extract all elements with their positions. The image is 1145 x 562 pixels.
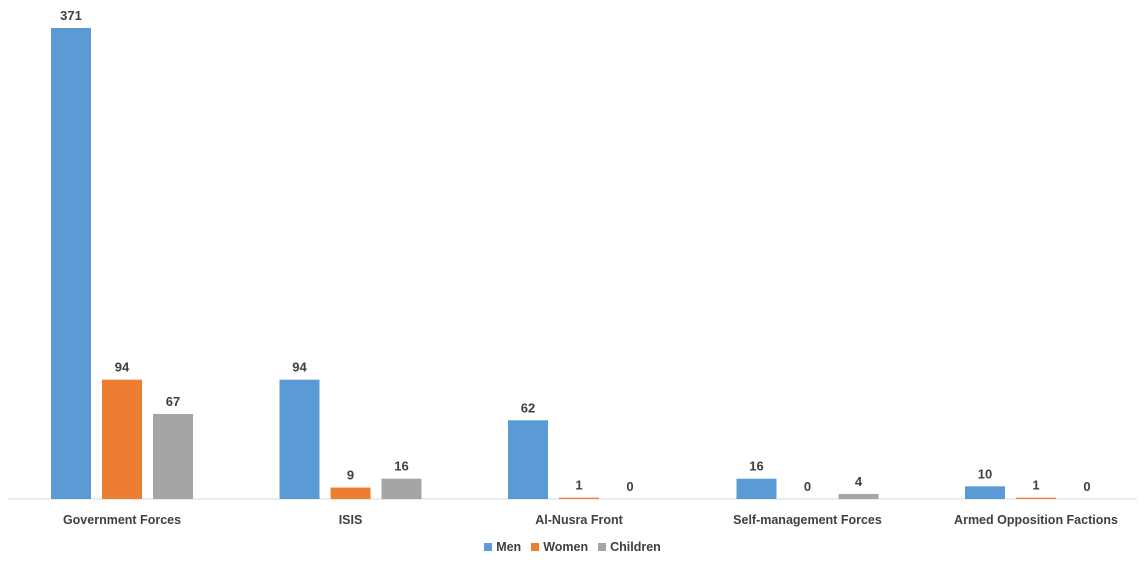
category-label-1: ISIS xyxy=(339,513,363,527)
category-labels-group: Government Forces ISIS Al-Nusra Front Self-… xyxy=(63,513,1118,527)
category-label-4: Armed Opposition Factions xyxy=(954,513,1118,527)
bar-women-0 xyxy=(102,379,142,499)
data-label-women-4: 1 xyxy=(1032,478,1039,493)
category-label-3: Self-management Forces xyxy=(733,513,882,527)
data-label-men-0: 371 xyxy=(60,8,82,23)
bar-children-3 xyxy=(838,493,879,499)
bars-group xyxy=(51,28,1056,499)
data-label-children-2: 0 xyxy=(626,479,633,494)
legend: Men Women Children xyxy=(0,540,1145,554)
bar-men-1 xyxy=(279,379,320,499)
bar-men-4 xyxy=(965,486,1005,499)
legend-swatch-women xyxy=(531,543,540,551)
legend-label-men: Men xyxy=(496,540,522,554)
category-label-2: Al-Nusra Front xyxy=(535,513,623,527)
bar-children-1 xyxy=(381,478,422,499)
bar-men-0 xyxy=(51,28,91,499)
data-label-men-3: 16 xyxy=(749,459,763,474)
data-label-women-0: 94 xyxy=(115,360,130,375)
legend-swatch-children xyxy=(598,543,607,551)
legend-label-women: Women xyxy=(543,540,589,554)
category-label-0: Government Forces xyxy=(63,513,181,527)
bar-men-2 xyxy=(508,420,548,499)
data-label-men-4: 10 xyxy=(978,466,992,481)
data-label-children-4: 0 xyxy=(1083,479,1090,494)
data-label-men-2: 62 xyxy=(521,400,535,415)
legend-swatch-men xyxy=(484,543,493,551)
legend-item-men: Men xyxy=(484,540,521,554)
data-label-women-3: 0 xyxy=(804,479,811,494)
legend-item-children: Children xyxy=(598,540,661,554)
legend-item-women: Women xyxy=(531,540,588,554)
legend-label-children: Children xyxy=(610,540,661,554)
bar-women-2 xyxy=(559,497,599,499)
data-label-children-3: 4 xyxy=(855,474,863,489)
data-label-children-1: 16 xyxy=(394,459,408,474)
bar-children-0 xyxy=(153,413,193,499)
data-label-men-1: 94 xyxy=(292,360,307,375)
bar-men-3 xyxy=(736,478,777,499)
data-label-children-0: 67 xyxy=(166,394,180,409)
data-label-women-2: 1 xyxy=(575,478,582,493)
data-label-women-1: 9 xyxy=(347,468,354,483)
bar-women-4 xyxy=(1016,497,1056,499)
bar-women-1 xyxy=(330,487,371,499)
